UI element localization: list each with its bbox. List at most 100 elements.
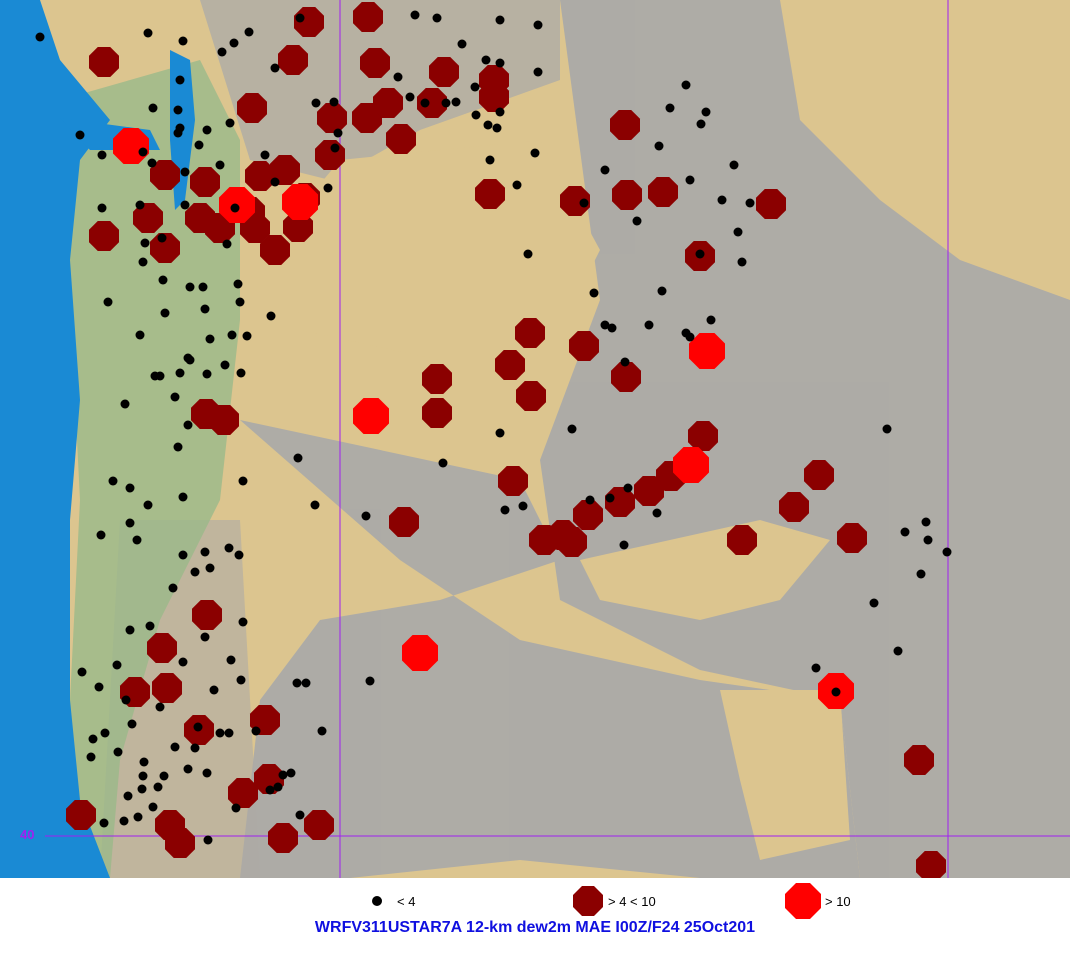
station-marker-low (657, 286, 667, 296)
station-marker-low (224, 543, 234, 553)
station-marker-low (681, 80, 691, 90)
station-marker-low (209, 685, 219, 695)
station-marker-low (644, 320, 654, 330)
station-marker-low (103, 297, 113, 307)
station-marker-low (88, 734, 98, 744)
station-marker-low (225, 118, 235, 128)
station-marker-mid (209, 405, 239, 435)
station-marker-low (215, 160, 225, 170)
station-marker-mid (417, 88, 447, 118)
station-marker-low (100, 728, 110, 738)
station-marker-low (706, 315, 716, 325)
station-marker-low (194, 140, 204, 150)
station-marker-low (230, 203, 240, 213)
station-marker-low (295, 13, 305, 23)
station-marker-mid (612, 180, 642, 210)
station-marker-mid (360, 48, 390, 78)
station-marker-low (393, 72, 403, 82)
station-marker-mid (150, 160, 180, 190)
station-marker-low (224, 728, 234, 738)
station-marker-low (180, 167, 190, 177)
station-marker-mid (245, 161, 275, 191)
station-marker-low (244, 27, 254, 37)
station-marker-low (533, 67, 543, 77)
station-marker-low (148, 802, 158, 812)
station-marker-low (737, 257, 747, 267)
station-marker-mid (727, 525, 757, 555)
station-marker-low (330, 143, 340, 153)
station-marker-low (173, 105, 183, 115)
station-marker-low (533, 20, 543, 30)
station-marker-low (185, 282, 195, 292)
station-marker-mid (837, 523, 867, 553)
station-marker-low (236, 368, 246, 378)
station-marker-mid (237, 93, 267, 123)
station-marker-low (471, 110, 481, 120)
station-marker-low (183, 420, 193, 430)
station-marker-low (942, 547, 952, 557)
station-marker-low (148, 103, 158, 113)
station-marker-low (481, 55, 491, 65)
station-marker-low (632, 216, 642, 226)
station-marker-low (923, 535, 933, 545)
station-marker-low (242, 331, 252, 341)
dark-red-octagon-icon (573, 886, 603, 916)
legend-low-label: < 4 (397, 894, 416, 909)
station-marker-low (295, 810, 305, 820)
station-marker-mid (648, 177, 678, 207)
station-marker-low (190, 743, 200, 753)
station-marker-low (97, 150, 107, 160)
station-marker-low (233, 279, 243, 289)
station-marker-mid (804, 460, 834, 490)
legend-mid-label: > 4 < 10 (608, 894, 656, 909)
map-title: WRFV311USTAR7A 12-km dew2m MAE I00Z/F24 … (314, 919, 756, 936)
station-marker-mid (270, 155, 300, 185)
station-marker-low (140, 238, 150, 248)
station-marker-low (323, 183, 333, 193)
station-marker-mid (495, 350, 525, 380)
station-marker-low (170, 392, 180, 402)
station-marker-low (86, 752, 96, 762)
station-marker-low (523, 249, 533, 259)
station-marker-low (585, 495, 595, 505)
station-marker-low (361, 511, 371, 521)
station-marker-low (311, 98, 321, 108)
station-marker-low (175, 75, 185, 85)
station-marker-low (231, 803, 241, 813)
station-marker-low (921, 517, 931, 527)
station-marker-low (217, 47, 227, 57)
station-marker-low (99, 818, 109, 828)
station-marker-low (278, 770, 288, 780)
station-marker-low (251, 726, 261, 736)
station-marker-low (180, 200, 190, 210)
station-marker-high (353, 398, 389, 434)
station-marker-low (198, 282, 208, 292)
station-marker-low (178, 492, 188, 502)
station-marker-high (673, 447, 709, 483)
station-marker-low (470, 82, 480, 92)
station-marker-mid (315, 140, 345, 170)
station-marker-low (605, 493, 615, 503)
station-marker-low (77, 667, 87, 677)
station-marker-mid (904, 745, 934, 775)
station-marker-low (170, 742, 180, 752)
station-marker-low (410, 10, 420, 20)
station-marker-low (178, 36, 188, 46)
station-marker-low (495, 58, 505, 68)
station-marker-low (589, 288, 599, 298)
station-marker-low (97, 203, 107, 213)
station-marker-low (155, 371, 165, 381)
station-marker-low (882, 424, 892, 434)
station-marker-low (500, 505, 510, 515)
station-marker-low (143, 28, 153, 38)
station-marker-low (234, 550, 244, 560)
station-marker-high (113, 128, 149, 164)
station-marker-low (512, 180, 522, 190)
station-marker-low (173, 128, 183, 138)
station-marker-low (200, 632, 210, 642)
station-marker-mid (260, 235, 290, 265)
station-marker-low (600, 320, 610, 330)
station-marker-low (654, 141, 664, 151)
station-marker-low (432, 13, 442, 23)
